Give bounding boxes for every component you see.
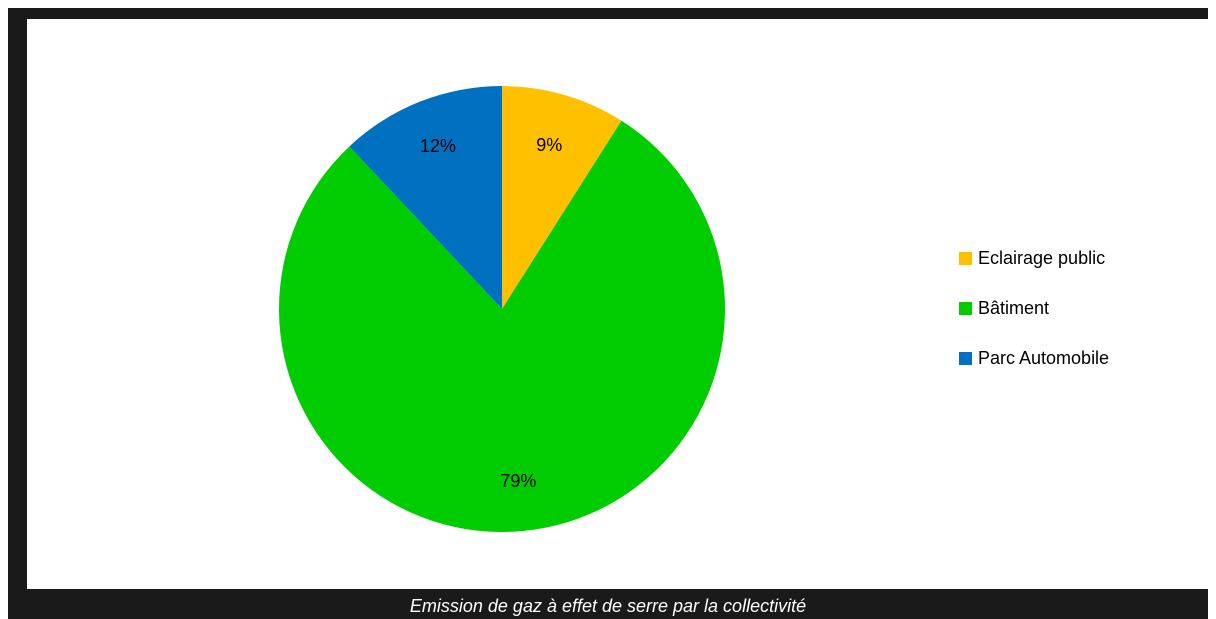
chart-area: 9% 79% 12% Eclairage public Bâtiment Parc … [27, 19, 1208, 589]
legend-swatch-batiment [959, 301, 972, 315]
legend-swatch-parc-automobile [959, 351, 972, 365]
legend-item-eclairage-public: Eclairage public [959, 245, 1109, 271]
pie-chart: 9% 79% 12% [279, 86, 725, 533]
pie-slice-label-batiment: 79% [500, 471, 536, 491]
figure-caption: Emission de gaz à effet de serre par la … [409, 596, 807, 616]
pie-slice-batiment [279, 120, 725, 533]
legend-item-parc-automobile: Parc Automobile [959, 345, 1109, 371]
pie-slice-label-eclairage-public: 9% [536, 135, 562, 155]
legend-label-batiment: Bâtiment [978, 297, 1050, 318]
legend-swatch-eclairage-public [959, 251, 972, 265]
legend-item-batiment: Bâtiment [959, 295, 1109, 321]
legend: Eclairage public Bâtiment Parc Automobil… [959, 245, 1109, 395]
legend-label-parc-automobile: Parc Automobile [978, 347, 1110, 368]
pie-slice-label-parc-automobile: 12% [420, 136, 456, 156]
pie-slice-parc-automobile [349, 86, 502, 309]
pie-slice-eclairage-public [502, 86, 622, 309]
legend-label-eclairage-public: Eclairage public [978, 247, 1106, 268]
figure-frame: 9% 79% 12% Eclairage public Bâtiment Parc … [8, 8, 1208, 619]
